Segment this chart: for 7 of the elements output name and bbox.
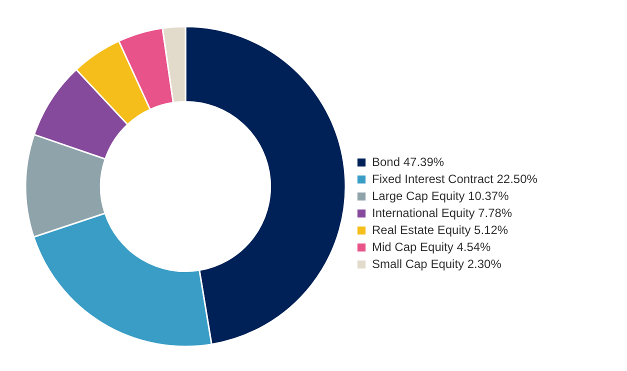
legend-label: Bond 47.39% <box>372 155 444 169</box>
legend-label: Small Cap Equity 2.30% <box>372 257 502 271</box>
legend-label: Fixed Interest Contract 22.50% <box>372 172 538 186</box>
legend-label: Large Cap Equity 10.37% <box>372 189 509 203</box>
legend-label: Mid Cap Equity 4.54% <box>372 240 491 254</box>
legend-label: International Equity 7.78% <box>372 206 512 220</box>
legend-label: Real Estate Equity 5.12% <box>372 223 508 237</box>
